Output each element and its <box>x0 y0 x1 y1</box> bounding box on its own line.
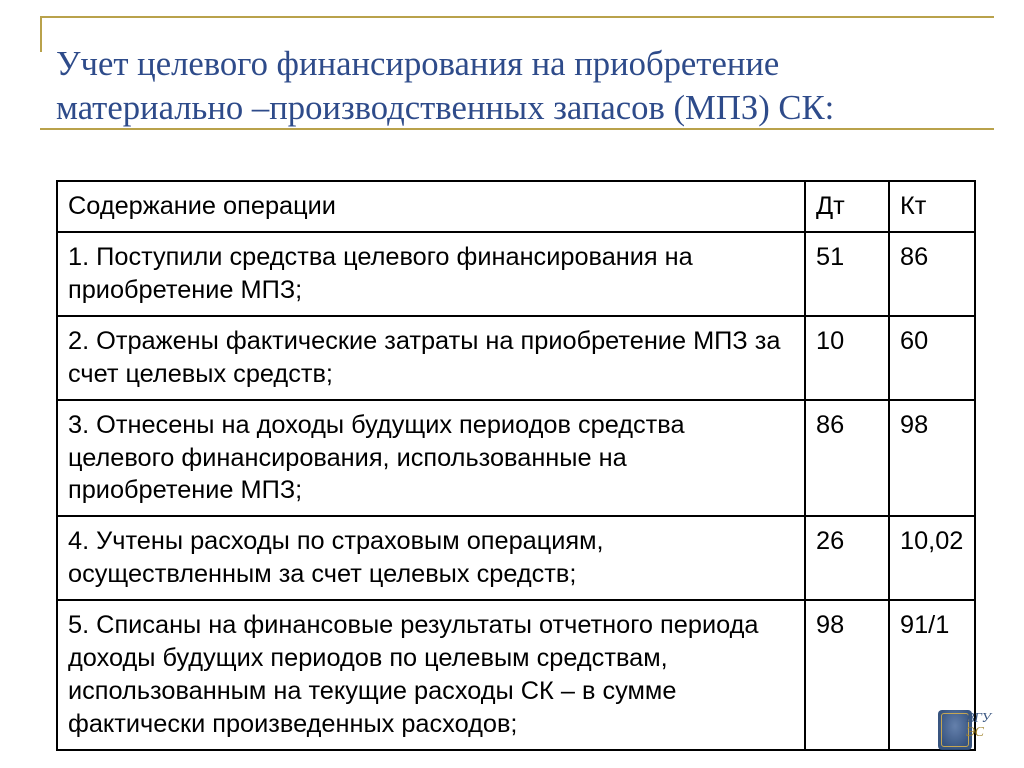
slide: Учет целевого финансирования на приобрет… <box>0 0 1024 768</box>
logo-text: ВГУ ЭС <box>966 712 990 740</box>
cell-dt: 86 <box>805 400 889 517</box>
logo-line1: ВГУ <box>966 711 990 726</box>
table-row: 5. Списаны на финансовые результаты отче… <box>57 600 975 750</box>
cell-dt: 26 <box>805 516 889 600</box>
cell-dt: 51 <box>805 232 889 316</box>
th-dt: Дт <box>805 181 889 232</box>
slide-title: Учет целевого финансирования на приобрет… <box>56 42 964 131</box>
operations-table: Содержание операции Дт Кт 1. Поступили с… <box>56 180 976 751</box>
logo-line2: ЭС <box>966 725 984 740</box>
top-rule-horizontal <box>40 16 994 18</box>
cell-desc: 3. Отнесены на доходы будущих периодов с… <box>57 400 805 517</box>
cell-kt: 86 <box>889 232 975 316</box>
cell-desc: 4. Учтены расходы по страховым операциям… <box>57 516 805 600</box>
top-rule-vertical <box>40 16 42 52</box>
table-row: 3. Отнесены на доходы будущих периодов с… <box>57 400 975 517</box>
table-body: 1. Поступили средства целевого финансиро… <box>57 232 975 750</box>
cell-desc: 5. Списаны на финансовые результаты отче… <box>57 600 805 750</box>
table-row: 1. Поступили средства целевого финансиро… <box>57 232 975 316</box>
cell-dt: 10 <box>805 316 889 400</box>
title-underline <box>40 128 994 130</box>
university-logo: ВГУ ЭС <box>938 706 1000 754</box>
cell-kt: 60 <box>889 316 975 400</box>
cell-kt: 98 <box>889 400 975 517</box>
cell-desc: 1. Поступили средства целевого финансиро… <box>57 232 805 316</box>
title-line-1: Учет целевого финансирования на приобрет… <box>56 42 964 86</box>
cell-kt: 10,02 <box>889 516 975 600</box>
table-row: 2. Отражены фактические затраты на приоб… <box>57 316 975 400</box>
cell-dt: 98 <box>805 600 889 750</box>
cell-desc: 2. Отражены фактические затраты на приоб… <box>57 316 805 400</box>
title-line-2: материально –производственных запасов (М… <box>56 86 964 130</box>
top-corner-rule <box>40 16 994 34</box>
table-header-row: Содержание операции Дт Кт <box>57 181 975 232</box>
table-row: 4. Учтены расходы по страховым операциям… <box>57 516 975 600</box>
th-desc: Содержание операции <box>57 181 805 232</box>
th-kt: Кт <box>889 181 975 232</box>
